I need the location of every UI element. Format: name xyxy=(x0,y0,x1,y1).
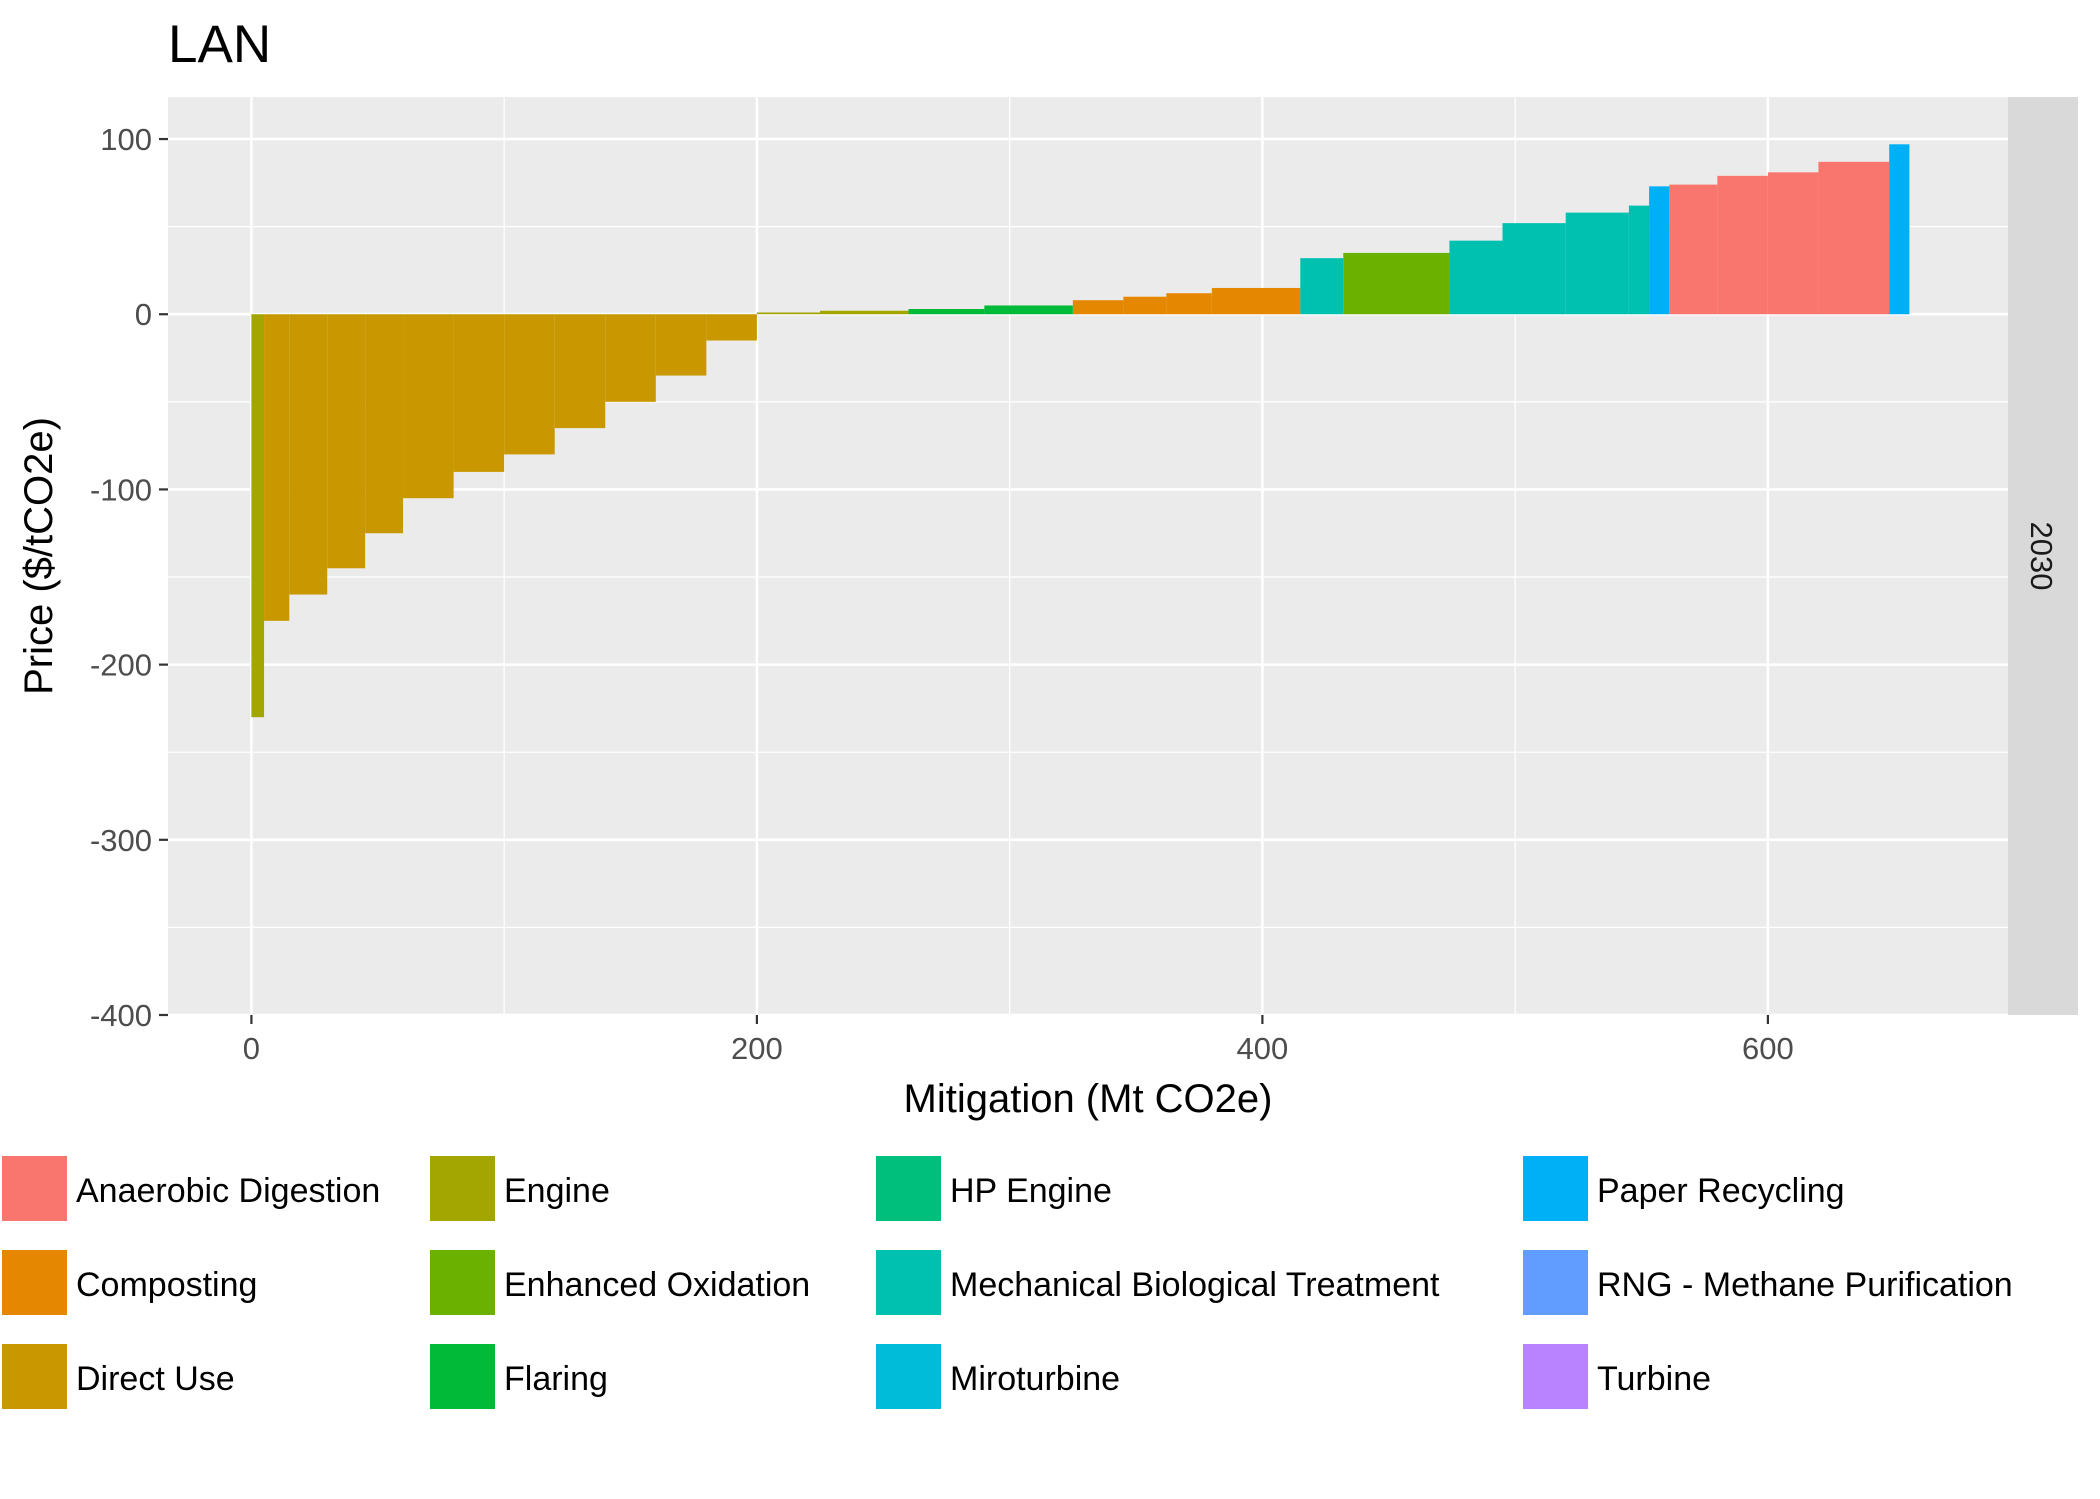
bar xyxy=(1502,223,1566,315)
bar xyxy=(1343,252,1450,315)
bar xyxy=(908,308,985,315)
legend-item: Mechanical Biological Treatment xyxy=(874,1248,1440,1317)
bar xyxy=(327,314,366,569)
bar xyxy=(403,314,454,499)
bars xyxy=(251,144,1910,718)
legend-key xyxy=(1521,1342,1590,1411)
bar xyxy=(1669,184,1718,315)
x-axis: 0 200 400 600 xyxy=(243,1015,1794,1066)
bar xyxy=(706,314,757,341)
legend-key xyxy=(428,1248,497,1317)
legend-label: Flaring xyxy=(504,1360,608,1398)
legend-label: Paper Recycling xyxy=(1597,1172,1845,1210)
legend-label: RNG - Methane Purification xyxy=(1597,1266,2013,1304)
legend-item: Turbine xyxy=(1521,1342,1711,1411)
bar xyxy=(251,314,265,718)
bar xyxy=(1889,144,1910,315)
y-axis: 100 0 -100 -200 -300 -400 xyxy=(90,122,168,1033)
x-axis-title: Mitigation (Mt CO2e) xyxy=(904,1077,1273,1121)
legend-key xyxy=(428,1154,497,1223)
bar xyxy=(453,314,505,472)
legend-key xyxy=(874,1154,943,1223)
legend: Anaerobic Digestion Composting Direct Use E… xyxy=(0,1154,2013,1411)
legend-item: Composting xyxy=(0,1248,257,1317)
bar xyxy=(1211,287,1301,315)
legend-label: Turbine xyxy=(1597,1360,1711,1398)
legend-key xyxy=(874,1342,943,1411)
legend-item: Paper Recycling xyxy=(1521,1154,1845,1223)
legend-label: Direct Use xyxy=(76,1360,235,1398)
legend-label: Composting xyxy=(76,1266,257,1304)
bar xyxy=(1649,186,1670,315)
legend-item: Enhanced Oxidation xyxy=(428,1248,810,1317)
x-tick-label: 0 xyxy=(243,1031,260,1066)
legend-key xyxy=(0,1154,69,1223)
legend-key xyxy=(0,1248,69,1317)
bar xyxy=(820,310,909,315)
legend-label: Engine xyxy=(504,1172,610,1210)
legend-label: Anaerobic Digestion xyxy=(76,1172,380,1210)
bar xyxy=(289,314,328,595)
bar xyxy=(504,314,555,455)
bar xyxy=(1123,296,1167,315)
x-tick-label: 200 xyxy=(731,1031,783,1066)
bar xyxy=(1072,300,1124,315)
bar xyxy=(1166,293,1212,315)
facet-strip-label: 2030 xyxy=(2024,522,2059,591)
bar xyxy=(1628,205,1650,315)
bar xyxy=(605,314,656,402)
y-axis-title: Price ($/tCO2e) xyxy=(17,417,61,695)
bar xyxy=(756,312,821,315)
legend-item: Anaerobic Digestion xyxy=(0,1154,380,1223)
legend-item: Engine xyxy=(428,1154,610,1223)
y-tick-label: -200 xyxy=(90,648,152,683)
bar xyxy=(984,305,1073,315)
legend-item: RNG - Methane Purification xyxy=(1521,1248,2013,1317)
legend-key xyxy=(874,1248,943,1317)
legend-item: Flaring xyxy=(428,1342,608,1411)
x-tick-label: 600 xyxy=(1742,1031,1794,1066)
x-tick-label: 400 xyxy=(1237,1031,1289,1066)
facet-strip xyxy=(2008,97,2078,1015)
bar xyxy=(1818,161,1890,315)
legend-item: Miroturbine xyxy=(874,1342,1120,1411)
y-tick-label: 100 xyxy=(100,122,152,157)
bar xyxy=(1449,240,1503,315)
legend-key xyxy=(428,1342,497,1411)
bar xyxy=(1565,212,1629,315)
y-tick-label: -300 xyxy=(90,823,152,858)
legend-key xyxy=(1521,1248,1590,1317)
bar xyxy=(365,314,404,534)
bar xyxy=(1717,175,1768,315)
y-tick-label: -400 xyxy=(90,998,152,1033)
legend-key xyxy=(0,1342,69,1411)
bar xyxy=(1300,258,1344,315)
y-tick-label: 0 xyxy=(135,297,152,332)
legend-key xyxy=(1521,1154,1590,1223)
legend-label: Enhanced Oxidation xyxy=(504,1266,810,1304)
y-tick-label: -100 xyxy=(90,472,152,507)
legend-label: HP Engine xyxy=(950,1172,1112,1210)
legend-item: HP Engine xyxy=(874,1154,1112,1223)
bar xyxy=(1767,172,1819,315)
bar xyxy=(554,314,606,429)
bar xyxy=(264,314,290,621)
bar xyxy=(655,314,707,376)
legend-label: Miroturbine xyxy=(950,1360,1120,1398)
legend-label: Mechanical Biological Treatment xyxy=(950,1266,1440,1304)
chart-title: LAN xyxy=(168,15,271,74)
legend-item: Direct Use xyxy=(0,1342,235,1411)
